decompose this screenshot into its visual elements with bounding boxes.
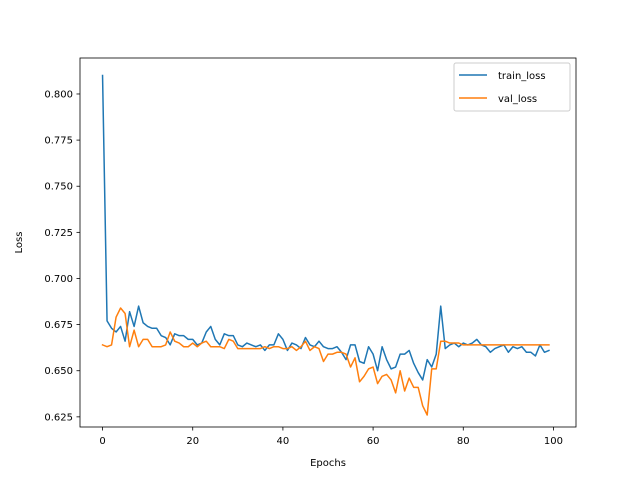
x-tick-label: 40 xyxy=(277,436,290,447)
axes-frame xyxy=(79,57,577,428)
y-tick-label: 0.650 xyxy=(44,366,73,377)
legend-label-val-loss: val_loss xyxy=(498,94,537,105)
y-tick-label: 0.800 xyxy=(44,89,73,100)
y-tick-label: 0.725 xyxy=(44,228,73,239)
x-axis-title: Epochs xyxy=(310,458,346,469)
y-tick-label: 0.700 xyxy=(44,274,73,285)
x-tick-label: 80 xyxy=(457,436,470,447)
x-tick-label: 60 xyxy=(367,436,380,447)
x-tick-label: 0 xyxy=(99,436,105,447)
x-tick-label: 100 xyxy=(544,436,563,447)
y-axis-title: Loss xyxy=(14,232,25,254)
y-tick-label: 0.750 xyxy=(44,182,73,193)
y-axis: 0.625 0.650 0.675 0.700 0.725 0.750 0.775 0.800 xyxy=(44,89,80,423)
legend: train_loss val_loss xyxy=(453,62,571,112)
series-line-val-loss xyxy=(101,307,550,416)
y-tick-label: 0.775 xyxy=(44,136,73,147)
legend-label-train-loss: train_loss xyxy=(498,71,546,82)
series-layer xyxy=(101,74,550,416)
x-axis: 0 20 40 60 80 100 xyxy=(99,427,563,447)
x-tick-label: 20 xyxy=(186,436,199,447)
series-line-train-loss xyxy=(101,74,550,381)
y-tick-label: 0.675 xyxy=(44,320,73,331)
y-tick-label: 0.625 xyxy=(44,412,73,423)
